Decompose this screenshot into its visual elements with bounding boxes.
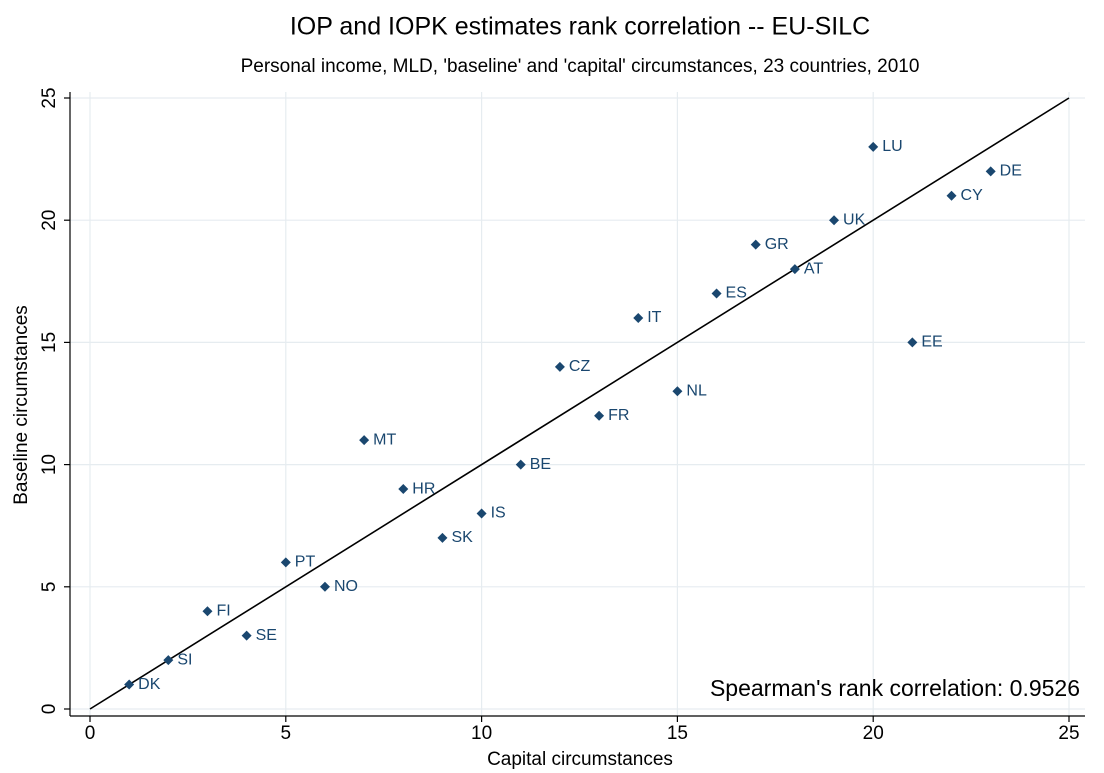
y-tick-label: 25 (39, 87, 60, 108)
point (476, 508, 487, 519)
point (789, 264, 800, 275)
point (437, 532, 448, 543)
point (672, 386, 683, 397)
point (359, 435, 370, 446)
y-tick-label: 0 (39, 704, 60, 715)
point (594, 410, 605, 421)
point (398, 484, 409, 495)
x-tick-label: 20 (863, 723, 884, 744)
point-label: NL (686, 382, 707, 399)
point-label: BE (530, 456, 551, 473)
point-label: DK (138, 676, 161, 693)
point-label: SI (177, 651, 192, 668)
point (554, 361, 565, 372)
point-label: UK (843, 211, 866, 228)
point (515, 459, 526, 470)
point-label: LU (882, 138, 902, 155)
annotation: Spearman's rank correlation: 0.9526 (710, 675, 1080, 701)
point (633, 312, 644, 323)
x-tick-label: 5 (281, 723, 292, 744)
point-label: CZ (569, 358, 591, 375)
point-label: CY (961, 187, 984, 204)
point-label: FI (216, 602, 230, 619)
point (907, 337, 918, 348)
point (124, 679, 135, 690)
point-label: SE (256, 627, 277, 644)
point-label: FR (608, 407, 629, 424)
x-tick-label: 0 (85, 723, 96, 744)
point (241, 630, 252, 641)
point (946, 190, 957, 201)
point-label: GR (765, 236, 789, 253)
point-label: IT (647, 309, 661, 326)
y-axis-label: Baseline circumstances (11, 305, 32, 505)
y-tick-label: 20 (39, 210, 60, 231)
point (868, 141, 879, 152)
point-label: IS (491, 505, 506, 522)
y-tick-label: 15 (39, 332, 60, 353)
point-label: ES (726, 285, 747, 302)
point (202, 606, 213, 617)
point (985, 166, 996, 177)
point (319, 581, 330, 592)
point-label: HR (412, 480, 435, 497)
point-label: SK (451, 529, 473, 546)
point-label: PT (295, 554, 316, 571)
point (163, 655, 174, 666)
point (280, 557, 291, 568)
chart-title: IOP and IOPK estimates rank correlation … (290, 13, 870, 41)
point (711, 288, 722, 299)
point (750, 239, 761, 250)
point-label: AT (804, 260, 823, 277)
x-tick-label: 25 (1058, 723, 1079, 744)
point-label: MT (373, 431, 396, 448)
x-tick-label: 10 (471, 723, 492, 744)
point-label: EE (921, 334, 942, 351)
y-tick-label: 10 (39, 454, 60, 475)
x-tick-label: 15 (667, 723, 688, 744)
x-axis-label: Capital circumstances (487, 749, 673, 770)
point-label: DE (1000, 163, 1022, 180)
reference-line (89, 97, 1070, 710)
point (829, 215, 840, 226)
chart-subtitle: Personal income, MLD, 'baseline' and 'ca… (241, 56, 920, 77)
y-tick-label: 5 (39, 582, 60, 593)
point-label: NO (334, 578, 358, 595)
